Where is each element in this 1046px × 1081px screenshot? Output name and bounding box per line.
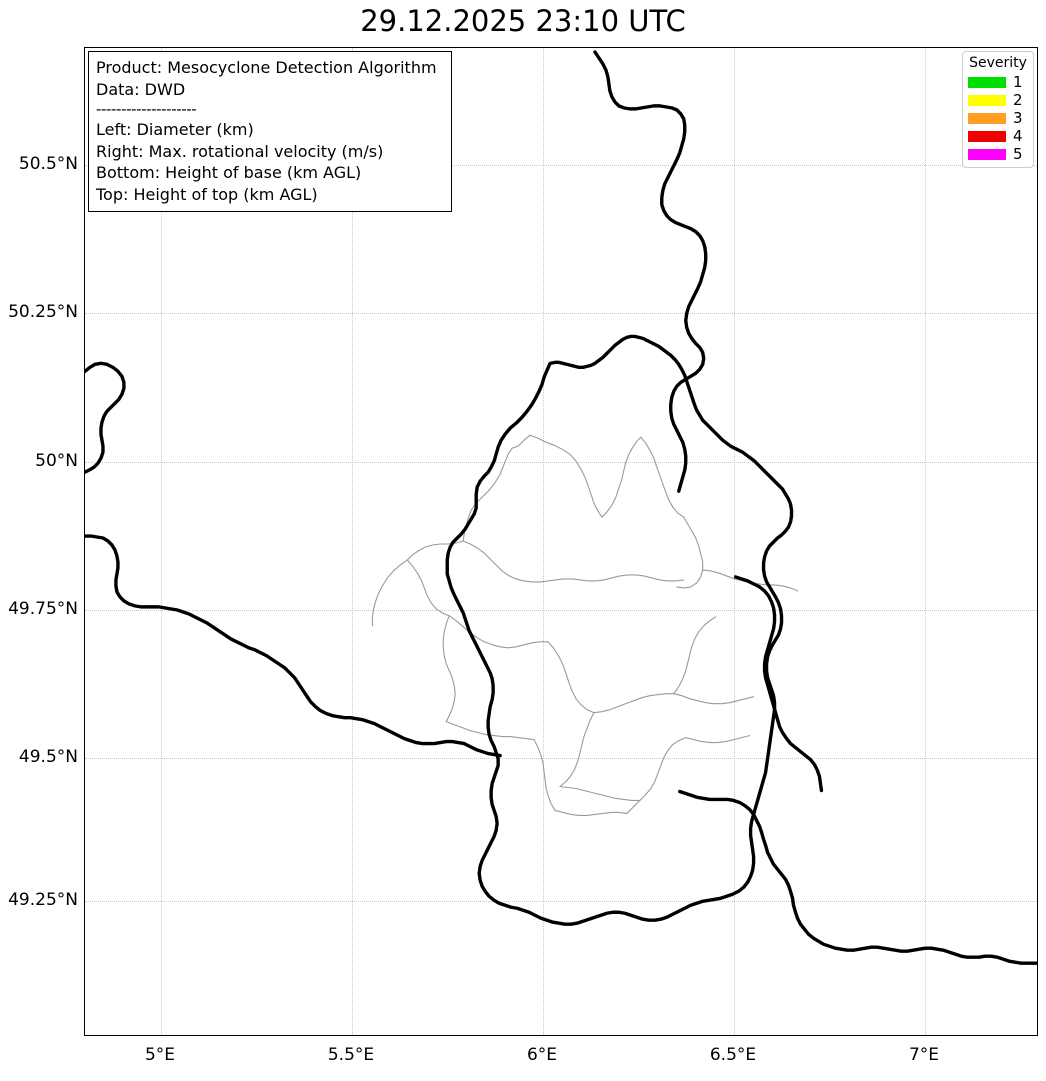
x-tick-label-55E: 5.5°E: [327, 1045, 375, 1065]
legend-row-2: 2: [968, 91, 1028, 109]
border-belgium-france: [85, 534, 466, 746]
gridline-horizontal-505N: [85, 165, 1037, 166]
severity-swatch-2: [968, 94, 1006, 106]
border-france-germany: [678, 789, 1037, 965]
canton-border-remich-north: [673, 693, 755, 705]
product-info-box: Product: Mesocyclone Detection Algorithm…: [88, 51, 452, 212]
y-tick-label-4975N: 49.75°N: [8, 599, 78, 619]
gridline-vertical-55E: [352, 48, 353, 1035]
canton-border-wiltz-west: [406, 540, 464, 561]
severity-label-3: 3: [1013, 108, 1023, 127]
legend-title: Severity: [969, 55, 1027, 71]
page-title: 29.12.2025 23:10 UTC: [360, 4, 686, 38]
y-tick-label-4925N: 49.25°N: [8, 890, 78, 910]
canton-border-vianden-east: [640, 436, 685, 518]
info-line-left: Left: Diameter (km): [96, 120, 254, 139]
severity-swatch-5: [968, 148, 1006, 160]
y-tick-label-50N: 50°N: [35, 451, 78, 471]
x-tick-label-65E: 6.5°E: [709, 1045, 757, 1065]
canton-border-grevenmacher: [673, 616, 717, 695]
info-line-right: Right: Max. rotational velocity (m/s): [96, 141, 384, 161]
canton-border-mersch-south: [547, 641, 595, 714]
legend-row-4: 4: [968, 127, 1028, 145]
info-line-bottom: Bottom: Height of base (km AGL): [96, 163, 362, 182]
severity-label-2: 2: [1013, 90, 1023, 109]
gridline-horizontal-4925N: [85, 901, 1037, 902]
canton-border-esch-south: [554, 809, 628, 816]
gridline-vertical-7E: [925, 48, 926, 1035]
canton-border-luxembourg-north: [593, 693, 675, 714]
gridline-vertical-6E: [543, 48, 544, 1035]
border-luxembourg: [445, 334, 794, 926]
x-tick-label-5E: 5°E: [144, 1045, 176, 1065]
canton-border-capellen: [442, 615, 456, 723]
severity-swatch-1: [968, 76, 1006, 88]
international-borders-layer: [85, 50, 1037, 965]
canton-border-south-tail: [626, 799, 641, 814]
canton-border-redange: [406, 559, 450, 617]
severity-label-4: 4: [1013, 126, 1023, 145]
severity-swatch-3: [968, 112, 1006, 124]
canton-border-north-central: [529, 434, 603, 518]
canton-border-clervaux-wiltz: [462, 434, 531, 542]
legend-row-1: 1: [968, 73, 1028, 91]
gridline-horizontal-495N: [85, 758, 1037, 759]
severity-label-1: 1: [1013, 72, 1023, 91]
gridline-horizontal-50N: [85, 462, 1037, 463]
gridline-vertical-65E: [734, 48, 735, 1035]
border-germany-east: [733, 575, 824, 793]
canton-border-luxembourg-west: [559, 712, 595, 788]
legend-row-5: 5: [968, 145, 1028, 163]
y-tick-label-5025N: 50.25°N: [8, 302, 78, 322]
national-borders-layer: [445, 334, 794, 926]
map-geometry: [85, 50, 1037, 965]
border-belgium-west-fragment: [85, 361, 126, 474]
info-line-top: Top: Height of top (km AGL): [96, 184, 318, 204]
y-tick-label-495N: 49.5°N: [18, 747, 78, 767]
severity-label-5: 5: [1013, 144, 1023, 163]
canton-border-vianden: [601, 436, 642, 518]
canton-border-wiltz-lower: [371, 559, 408, 627]
x-tick-label-7E: 7°E: [908, 1045, 940, 1065]
legend-row-3: 3: [968, 109, 1028, 127]
canton-border-remich-south: [639, 737, 687, 802]
severity-swatch-4: [968, 130, 1006, 142]
canton-border-echternach-west: [676, 516, 704, 589]
canton-border-remich-east: [685, 735, 751, 744]
border-france-luxembourg-connector: [462, 741, 502, 758]
canton-borders-layer: [371, 434, 799, 816]
border-belgium-germany: [593, 50, 708, 493]
info-line-separator: --------------------: [96, 100, 197, 118]
info-line-data: Data: DWD: [96, 79, 186, 99]
y-tick-label-505N: 50.5°N: [18, 154, 78, 174]
canton-border-luxembourg-south: [559, 785, 641, 802]
canton-border-mersch-west: [448, 615, 549, 649]
severity-legend: Severity 1 2 3 4 5: [962, 51, 1034, 168]
canton-border-mersch-north: [462, 540, 685, 583]
canton-border-esch-east: [533, 739, 556, 812]
gridline-vertical-5E: [161, 48, 162, 1035]
gridline-horizontal-5025N: [85, 313, 1037, 314]
info-line-product: Product: Mesocyclone Detection Algorithm: [96, 58, 437, 77]
x-tick-label-6E: 6°E: [526, 1045, 558, 1065]
gridline-horizontal-4975N: [85, 610, 1037, 611]
